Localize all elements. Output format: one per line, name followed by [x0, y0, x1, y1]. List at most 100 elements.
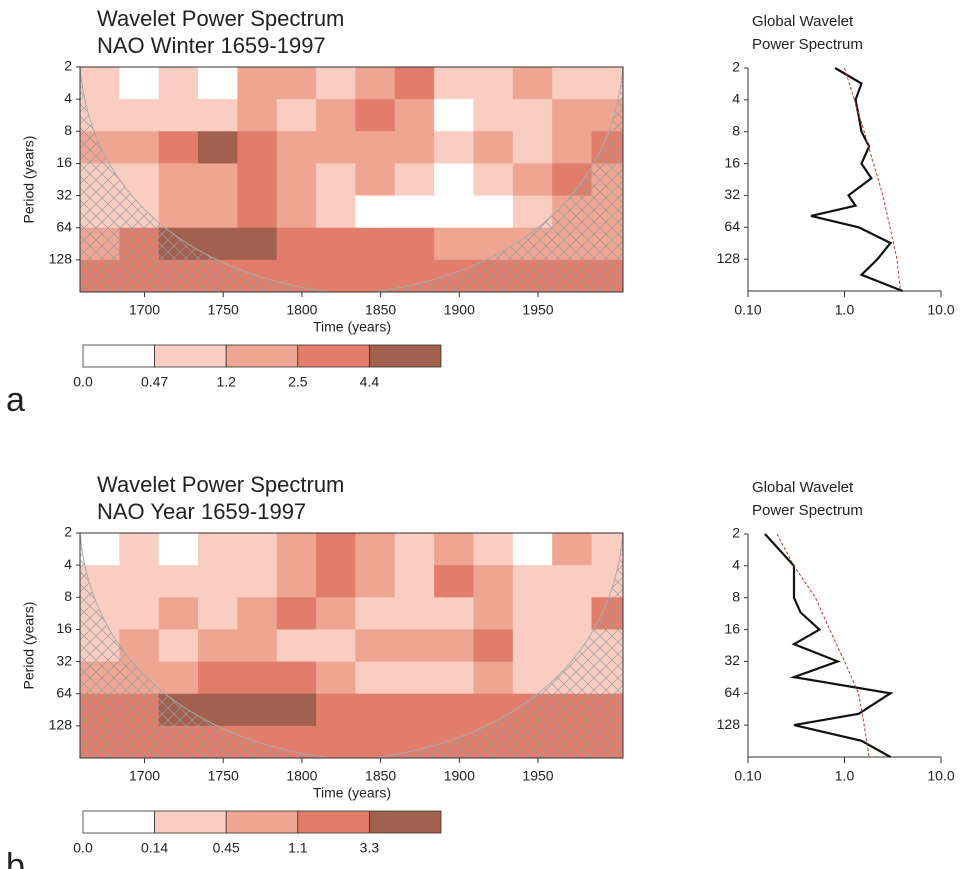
heat-cell: [119, 597, 160, 630]
heat-cell: [355, 131, 396, 164]
colorbar-label: 3.3: [360, 840, 380, 856]
y-axis-label: Period (years): [21, 136, 37, 224]
colorbar-label: 1.2: [216, 374, 236, 390]
heatmap: [80, 67, 623, 292]
heat-cell: [316, 597, 356, 630]
heat-cell: [276, 565, 317, 598]
heat-cell: [473, 661, 514, 695]
heat-cell: [276, 131, 317, 164]
heat-cell: [237, 661, 278, 695]
heat-cell: [512, 163, 553, 197]
y-axis-label: Period (years): [21, 602, 37, 690]
x-axis-label: Time (years): [313, 319, 391, 335]
heat-cell: [394, 565, 435, 598]
x-tick-label: 10.0: [927, 768, 954, 784]
colorbar-label: 0.0: [73, 374, 93, 390]
x-tick-label: 1800: [286, 768, 317, 784]
colorbar-swatch: [82, 344, 155, 368]
heat-cell: [473, 565, 514, 598]
y-tick-label: 64: [724, 684, 740, 700]
x-tick-label: 1700: [129, 302, 160, 318]
heat-cell: [394, 693, 435, 727]
heat-cell: [394, 629, 435, 663]
colorbar-swatch: [225, 810, 299, 834]
heat-cell: [355, 597, 396, 630]
x-tick-label: 1850: [365, 302, 396, 318]
heat-cell: [394, 227, 435, 261]
heat-cell: [158, 533, 199, 566]
x-tick-label: 1900: [444, 302, 475, 318]
heat-cell: [237, 629, 278, 663]
heat-cell: [473, 99, 514, 132]
x-tick-label: 1800: [286, 302, 317, 318]
x-tick-label: 1950: [522, 768, 553, 784]
heat-cell: [316, 259, 356, 292]
heat-cell: [198, 661, 238, 695]
heat-cell: [473, 629, 514, 663]
x-tick-label: 1.0: [835, 768, 855, 784]
cone-of-influence: [372, 67, 623, 292]
heat-cell: [276, 533, 317, 566]
plot-frame: [79, 532, 624, 759]
heat-cell: [434, 99, 474, 132]
heat-cell: [316, 661, 356, 695]
significance-line: [776, 533, 870, 758]
heat-cell: [237, 163, 278, 197]
chart-title: Power Spectrum: [752, 36, 863, 53]
heat-cell: [158, 629, 199, 663]
significance-line: [844, 67, 901, 292]
colorbar-label: 0.47: [141, 374, 168, 390]
heat-cell: [276, 227, 317, 261]
heat-cell: [276, 67, 317, 100]
y-tick-label: 16: [724, 620, 740, 636]
heat-cell: [394, 195, 435, 229]
heat-cell: [276, 597, 317, 630]
chart-title: NAO Year 1659-1997: [97, 499, 306, 524]
heat-cell: [198, 67, 238, 100]
heat-cell: [316, 565, 356, 598]
heat-cell: [316, 693, 356, 727]
y-tick-label: 32: [724, 652, 740, 668]
heat-cell: [473, 67, 514, 100]
heat-cell: [276, 661, 317, 695]
colorbar-label: 0.14: [141, 840, 168, 856]
heat-cell: [434, 195, 474, 229]
heat-cell: [473, 163, 514, 197]
heat-cell: [158, 131, 199, 164]
heat-cell: [512, 99, 553, 132]
heat-cell: [198, 99, 238, 132]
heat-cell: [552, 99, 593, 132]
heat-cell: [237, 693, 278, 727]
heat-cell: [316, 67, 356, 100]
heat-cell: [237, 227, 278, 261]
colorbar-swatch: [154, 810, 227, 834]
heat-cell: [158, 67, 199, 100]
y-tick-label: 4: [732, 557, 740, 573]
heat-cell: [355, 99, 396, 132]
heat-cell: [552, 131, 593, 164]
y-tick-label: 4: [64, 556, 72, 572]
colorbar-label: 4.4: [360, 374, 380, 390]
heat-cell: [512, 597, 553, 630]
spectrum-line: [764, 533, 894, 758]
heat-cell: [237, 131, 278, 164]
heat-cell: [394, 99, 435, 132]
x-tick-label: 1750: [208, 302, 239, 318]
heat-cell: [198, 629, 238, 663]
heat-cell: [237, 533, 278, 566]
panel-label: b: [6, 847, 25, 869]
heat-cell: [434, 565, 474, 598]
y-tick-label: 64: [56, 684, 72, 700]
cone-of-influence: [80, 533, 331, 758]
heat-cell: [552, 67, 593, 100]
heat-cell: [473, 533, 514, 566]
heat-cell: [237, 565, 278, 598]
x-tick-label: 1950: [522, 302, 553, 318]
heat-cell: [80, 67, 120, 100]
colorbar-label: 2.5: [288, 374, 308, 390]
heat-cell: [355, 629, 396, 663]
colorbar-label: 1.1: [288, 840, 308, 856]
heat-cell: [316, 131, 356, 164]
heat-cell: [355, 195, 396, 229]
y-tick-label: 128: [49, 251, 73, 267]
